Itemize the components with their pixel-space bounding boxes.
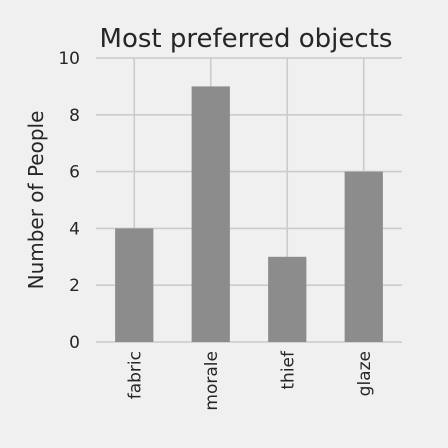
bar-glaze [344, 171, 383, 342]
bar-layer [115, 86, 383, 343]
x-tick-label: glaze [355, 351, 375, 396]
bar-morale [191, 86, 230, 343]
y-axis-label: Number of People [24, 111, 48, 290]
y-tick-label: 2 [69, 276, 80, 296]
x-tick-label: fabric [125, 351, 145, 399]
x-tick-layer: fabric morale thief glaze [125, 350, 375, 411]
bar-fabric [115, 228, 154, 342]
bar-thief [268, 256, 307, 342]
y-tick-label: 6 [69, 163, 80, 183]
chart-title: Most preferred objects [100, 24, 393, 54]
y-tick-label: 4 [69, 219, 80, 239]
y-tick-layer: 0 2 4 6 8 10 [58, 49, 80, 353]
y-tick-label: 8 [69, 106, 80, 126]
x-tick-label: thief [278, 350, 298, 390]
x-tick-label: morale [202, 351, 222, 411]
y-tick-label: 10 [58, 49, 80, 69]
y-tick-label: 0 [69, 333, 80, 353]
